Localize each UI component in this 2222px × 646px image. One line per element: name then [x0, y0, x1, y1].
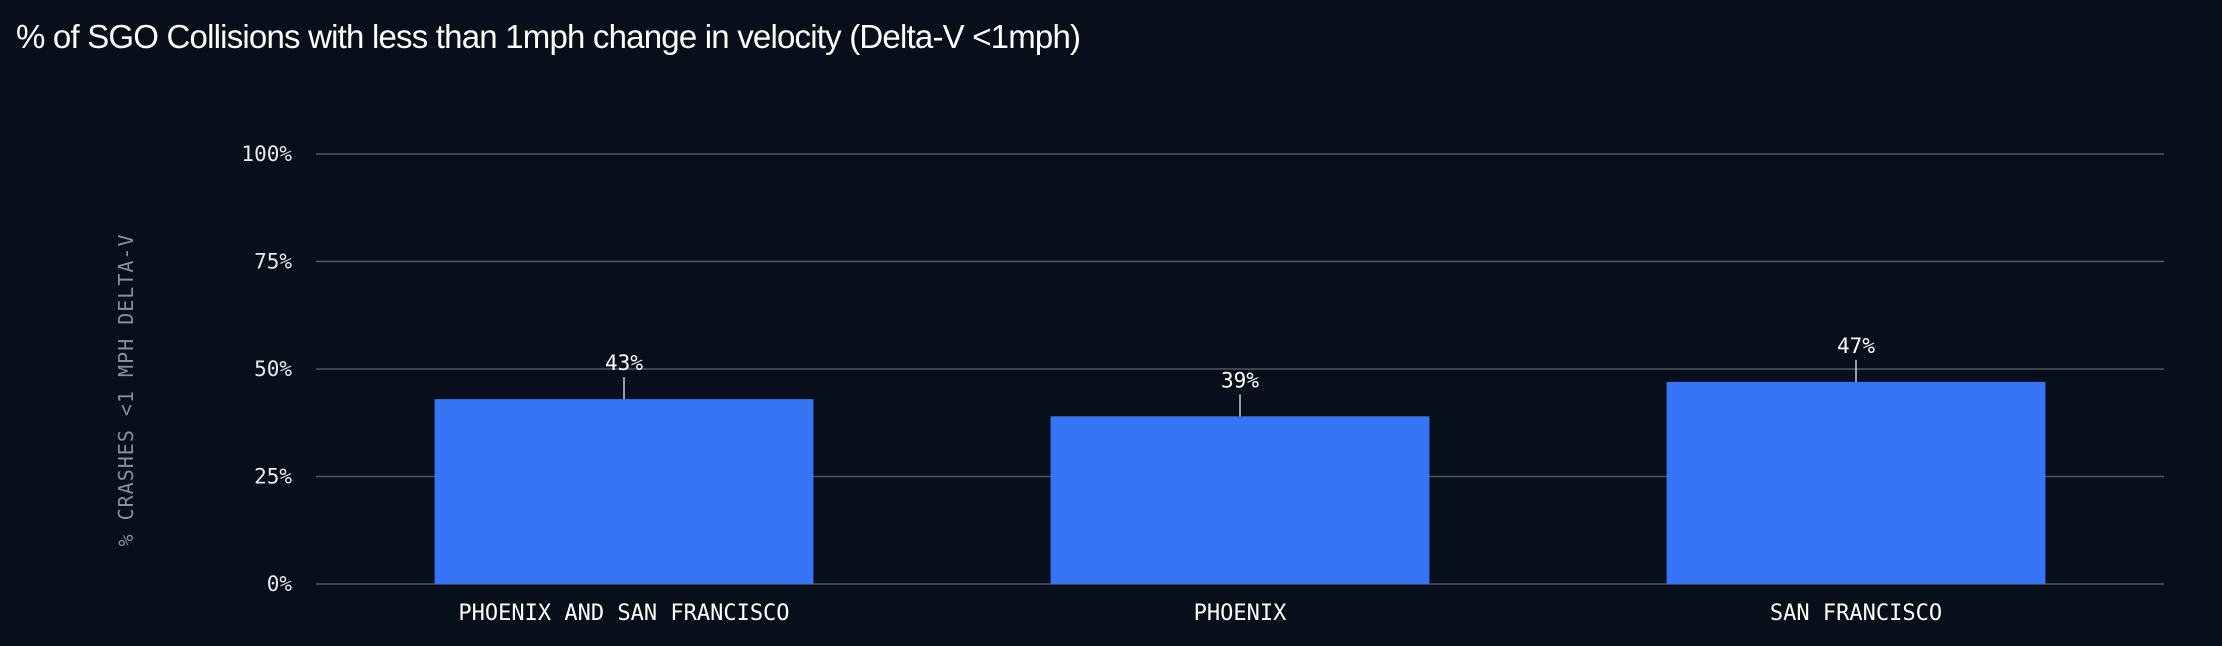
y-tick-label: 75%	[254, 250, 292, 274]
bar-1	[1050, 416, 1430, 584]
bar-2	[1666, 381, 2046, 584]
category-label: PHOENIX	[1194, 601, 1287, 626]
category-label: SAN FRANCISCO	[1770, 601, 1942, 626]
y-tick-label: 25%	[254, 465, 292, 489]
y-axis-ticks: 0% 25% 50% 75% 100%	[241, 142, 292, 596]
y-axis-title: % CRASHES <1 MPH DELTA-V	[114, 234, 138, 547]
value-label: 47%	[1837, 334, 1875, 358]
y-tick-label: 50%	[254, 357, 292, 381]
x-axis-categories: PHOENIX AND SAN FRANCISCO PHOENIX SAN FRAN…	[458, 601, 1942, 626]
chart-title: % of SGO Collisions with less than 1mph …	[16, 18, 1081, 55]
value-label: 43%	[605, 351, 643, 375]
y-tick-label: 100%	[241, 142, 292, 166]
bar-0	[434, 399, 814, 584]
bars: 43% 39% 47%	[434, 334, 2046, 584]
y-tick-label: 0%	[267, 572, 293, 596]
category-label: PHOENIX AND SAN FRANCISCO	[458, 601, 789, 626]
value-label: 39%	[1221, 368, 1259, 392]
